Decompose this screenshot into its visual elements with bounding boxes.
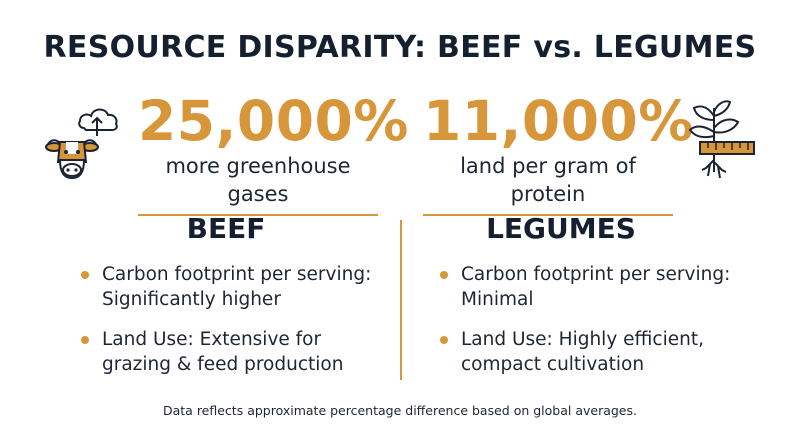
legumes-list: Carbon footprint per serving: Minimal La…: [437, 262, 737, 392]
stat-underline: [423, 214, 673, 216]
legumes-heading: LEGUMES: [486, 212, 636, 245]
list-item: Land Use: Extensive for grazing & feed p…: [78, 327, 378, 377]
bullet-dot-icon: [440, 271, 448, 279]
stat-label: more greenhouse gases: [165, 154, 351, 206]
beef-list: Carbon footprint per serving: Significan…: [78, 262, 378, 392]
list-item: Carbon footprint per serving: Significan…: [78, 262, 378, 312]
bullet-dot-icon: [81, 336, 89, 344]
stat-greenhouse-gases: 25,000% more greenhouse gases: [138, 89, 409, 216]
list-item: Carbon footprint per serving: Minimal: [437, 262, 737, 312]
list-item: Land Use: Highly efficient, compact cult…: [437, 327, 737, 377]
list-item-text: Carbon footprint per serving: Significan…: [102, 264, 372, 310]
list-item-text: Land Use: Extensive for grazing & feed p…: [102, 329, 344, 375]
stat-value: 11,000%: [423, 89, 694, 153]
page-title: RESOURCE DISPARITY: BEEF vs. LEGUMES: [43, 30, 757, 65]
bullet-dot-icon: [440, 336, 448, 344]
cow-with-upload-cloud-icon: [45, 108, 118, 180]
bullet-dot-icon: [81, 271, 89, 279]
stat-land-use: 11,000% land per gram of protein: [423, 89, 694, 216]
list-item-text: Land Use: Highly efficient, compact cult…: [461, 329, 704, 375]
sprout-with-ruler-icon: [688, 100, 755, 179]
column-divider: [400, 220, 402, 380]
beef-heading: BEEF: [186, 212, 266, 245]
list-item-text: Carbon footprint per serving: Minimal: [461, 264, 731, 310]
stat-label: land per gram of protein: [460, 154, 636, 206]
stat-value: 25,000%: [138, 89, 409, 153]
stat-underline: [138, 214, 378, 216]
footnote: Data reflects approximate percentage dif…: [163, 403, 637, 418]
